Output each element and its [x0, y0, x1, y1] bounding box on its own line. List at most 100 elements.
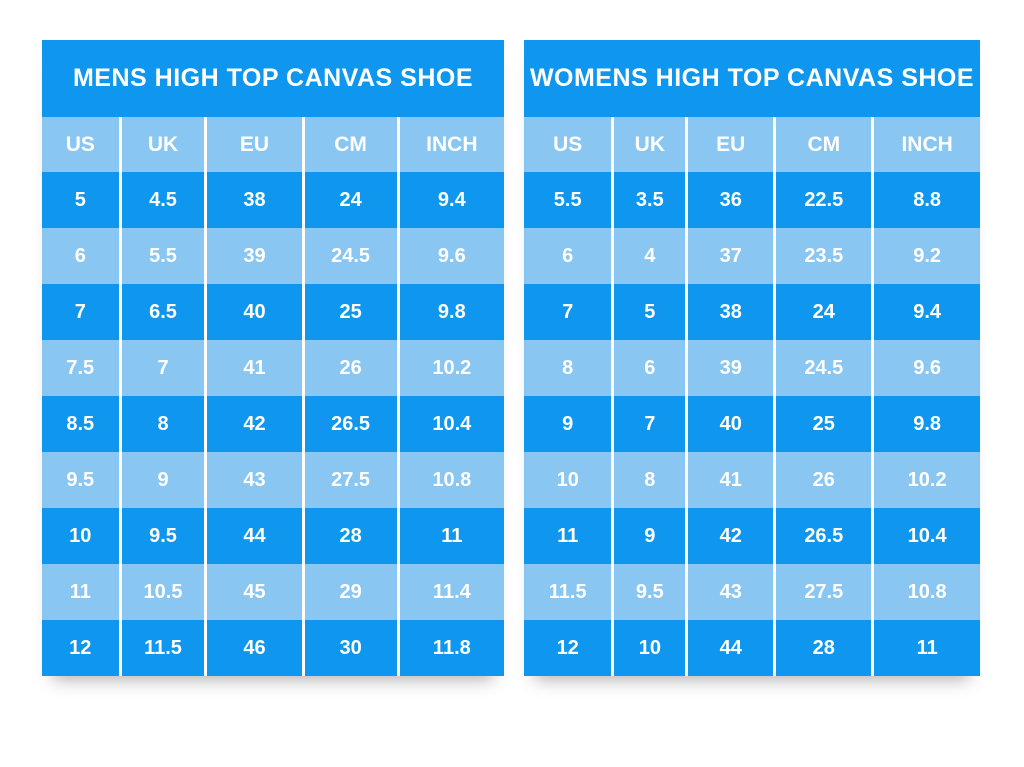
size-cell: 36 — [685, 172, 775, 228]
size-cell: 4 — [611, 228, 687, 284]
size-cell: 41 — [685, 452, 775, 508]
size-cell: 5.5 — [118, 228, 206, 284]
size-cell: 10.4 — [396, 396, 504, 452]
table-row: 7 6.5 40 25 9.8 — [42, 284, 504, 340]
size-cell: 26.5 — [301, 396, 399, 452]
size-cell: 25 — [773, 396, 873, 452]
size-cell: 9.5 — [118, 508, 206, 564]
table-row: 5.5 3.5 36 22.5 8.8 — [524, 172, 980, 228]
table-row: 10 8 41 26 10.2 — [524, 452, 980, 508]
size-cell: 42 — [204, 396, 303, 452]
size-cell: 28 — [301, 508, 399, 564]
size-cell: 9 — [562, 412, 574, 435]
size-cell: 10.8 — [396, 452, 504, 508]
size-cell: 9.6 — [871, 340, 980, 396]
column-header: CM — [773, 117, 873, 172]
size-cell: 41 — [204, 340, 303, 396]
table-row: 12 10 44 28 11 — [524, 620, 980, 676]
size-cell: 9.5 — [66, 468, 95, 491]
size-cell: 6 — [562, 244, 574, 267]
size-cell: 42 — [685, 508, 775, 564]
size-cell: 43 — [204, 452, 303, 508]
column-header: INCH — [396, 117, 504, 172]
size-cell: 4.5 — [118, 172, 206, 228]
size-cell: 24 — [301, 172, 399, 228]
table-row: 11 9 42 26.5 10.4 — [524, 508, 980, 564]
size-cell: 11 — [871, 620, 980, 676]
size-cell: 9.4 — [871, 284, 980, 340]
size-cell: 30 — [301, 620, 399, 676]
size-cell: 26.5 — [773, 508, 873, 564]
size-cell: 38 — [685, 284, 775, 340]
size-cell: 11.5 — [548, 580, 587, 603]
size-cell: 9.2 — [871, 228, 980, 284]
size-cell: 23.5 — [773, 228, 873, 284]
size-cell: 8.5 — [66, 412, 95, 435]
size-cell: 24.5 — [301, 228, 399, 284]
column-header: EU — [204, 117, 303, 172]
size-cell: 22.5 — [773, 172, 873, 228]
table-row: 5 4.5 38 24 9.4 — [42, 172, 504, 228]
size-cell: 44 — [204, 508, 303, 564]
table-row: 8 6 39 24.5 9.6 — [524, 340, 980, 396]
size-cell: 40 — [204, 284, 303, 340]
mens-chart-title: MENS HIGH TOP CANVAS SHOE — [42, 40, 504, 117]
size-cell: 6.5 — [118, 284, 206, 340]
size-cell: 26 — [773, 452, 873, 508]
column-header: US — [42, 117, 121, 172]
size-cell: 9 — [118, 452, 206, 508]
size-cell: 8 — [562, 356, 574, 379]
table-row: 10 9.5 44 28 11 — [42, 508, 504, 564]
header-row: US UK EU CM INCH — [42, 117, 504, 172]
size-cell: 10.8 — [871, 564, 980, 620]
size-cell: 12 — [69, 636, 92, 659]
size-cell: 5 — [611, 284, 687, 340]
mens-table-body: 5 4.5 38 24 9.4 6 5.5 39 24.5 9.6 7 6.5 40 25 9.8 7.5 7 4… — [42, 172, 504, 676]
size-cell: 6 — [74, 244, 86, 267]
mens-size-table: US UK EU CM INCH 5 4.5 38 24 9.4 6 5.5 39 24.5 9.6 7 6.… — [42, 117, 504, 676]
column-header: UK — [118, 117, 206, 172]
size-cell: 8.8 — [871, 172, 980, 228]
size-cell: 11.8 — [396, 620, 504, 676]
size-cell: 5.5 — [553, 188, 582, 211]
header-row: US UK EU CM INCH — [524, 117, 980, 172]
size-cell: 11.4 — [396, 564, 504, 620]
column-header: CM — [301, 117, 399, 172]
size-cell: 24.5 — [773, 340, 873, 396]
size-cell: 27.5 — [301, 452, 399, 508]
mens-size-chart-card: MENS HIGH TOP CANVAS SHOE US UK EU CM INCH 5… — [42, 40, 504, 676]
size-cell: 7 — [74, 300, 86, 323]
size-cell: 10.2 — [396, 340, 504, 396]
size-cell: 24 — [773, 284, 873, 340]
size-cell: 11 — [396, 508, 504, 564]
size-cell: 40 — [685, 396, 775, 452]
size-cell: 12 — [556, 636, 579, 659]
table-row: 9 7 40 25 9.8 — [524, 396, 980, 452]
table-row: 6 5.5 39 24.5 9.6 — [42, 228, 504, 284]
size-cell: 27.5 — [773, 564, 873, 620]
size-cell: 5 — [74, 188, 86, 211]
size-cell: 39 — [204, 228, 303, 284]
size-cell: 45 — [204, 564, 303, 620]
size-cell: 8 — [611, 452, 687, 508]
womens-size-table: US UK EU CM INCH 5.5 3.5 36 22.5 8.8 6 4 37 23.5 9.2 7… — [524, 117, 980, 676]
size-cell: 10 — [556, 468, 579, 491]
size-cell: 10 — [69, 524, 92, 547]
size-cell: 6 — [611, 340, 687, 396]
size-cell: 28 — [773, 620, 873, 676]
size-cell: 9.6 — [396, 228, 504, 284]
table-row: 7 5 38 24 9.4 — [524, 284, 980, 340]
size-cell: 10.5 — [118, 564, 206, 620]
column-header: US — [524, 117, 613, 172]
mens-table-header: US UK EU CM INCH — [42, 117, 504, 172]
size-cell: 9.8 — [871, 396, 980, 452]
size-cell: 10.4 — [871, 508, 980, 564]
size-cell: 7 — [562, 300, 574, 323]
table-row: 12 11.5 46 30 11.8 — [42, 620, 504, 676]
table-row: 11.5 9.5 43 27.5 10.8 — [524, 564, 980, 620]
table-row: 7.5 7 41 26 10.2 — [42, 340, 504, 396]
table-row: 11 10.5 45 29 11.4 — [42, 564, 504, 620]
size-cell: 44 — [685, 620, 775, 676]
size-cell: 7 — [118, 340, 206, 396]
